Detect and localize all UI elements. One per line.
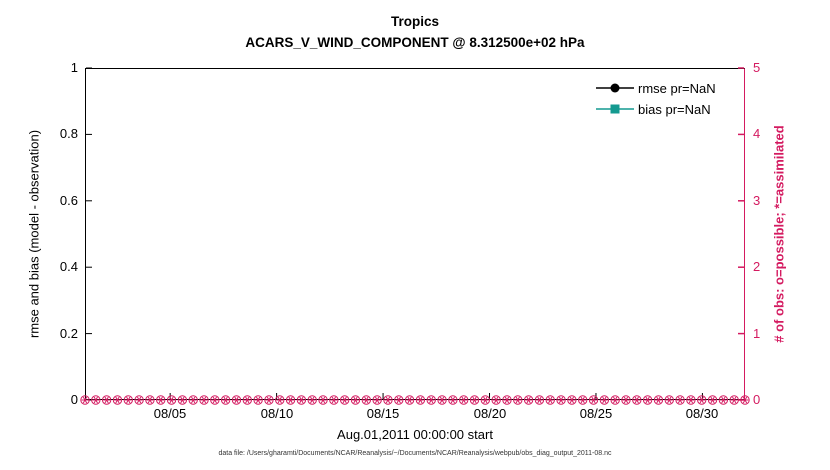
x-tick-label: 08/05 xyxy=(153,406,187,421)
x-tick-label: 08/15 xyxy=(366,406,400,421)
x-tick-label: 08/20 xyxy=(473,406,507,421)
chart-subtitle: ACARS_V_WIND_COMPONENT @ 8.312500e+02 hP… xyxy=(245,35,585,50)
y-left-tick-label: 0 xyxy=(70,392,78,407)
legend: rmse pr=NaN bias pr=NaN xyxy=(596,80,716,117)
y-left-tick-label: 0.8 xyxy=(59,126,78,141)
x-tick-label: 08/30 xyxy=(685,406,719,421)
y-left-tick-label: 1 xyxy=(70,60,78,75)
bias-line-marker-icon xyxy=(596,104,634,114)
chart-title: Tropics xyxy=(390,14,439,29)
legend-label-bias: bias pr=NaN xyxy=(638,101,711,117)
plot-area xyxy=(85,68,745,400)
x-axis-label: Aug.01,2011 00:00:00 start xyxy=(337,427,493,442)
data-file-caption: data file: /Users/gharamti/Documents/NCA… xyxy=(218,450,612,457)
y-left-tick-label: 0.4 xyxy=(59,259,78,274)
legend-item-bias: bias pr=NaN xyxy=(596,101,716,117)
y-axis-label-right: # of obs: o=possible; *=assimilated xyxy=(771,125,787,343)
y-right-tick-label: 3 xyxy=(753,193,761,208)
y-right-tick-label: 0 xyxy=(753,392,761,407)
rmse-line-marker-icon xyxy=(596,83,634,93)
x-tick-label: 08/25 xyxy=(579,406,613,421)
y-right-tick-label: 2 xyxy=(753,259,761,274)
legend-label-rmse: rmse pr=NaN xyxy=(638,80,716,96)
y-axis-label-left: rmse and bias (model - observation) xyxy=(26,129,42,339)
x-tick-label: 08/10 xyxy=(260,406,294,421)
y-right-tick-label: 5 xyxy=(753,60,761,75)
legend-item-rmse: rmse pr=NaN xyxy=(596,80,716,96)
y-left-tick-label: 0.6 xyxy=(59,193,78,208)
y-right-tick-label: 4 xyxy=(753,126,761,141)
y-right-tick-label: 1 xyxy=(753,326,761,341)
y-left-tick-label: 0.2 xyxy=(59,326,78,341)
